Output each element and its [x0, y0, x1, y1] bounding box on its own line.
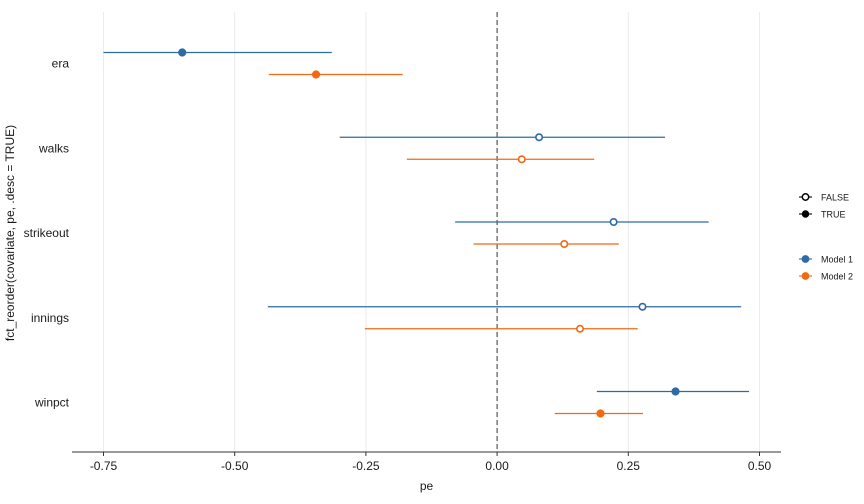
y-tick-label: walks [38, 141, 69, 155]
legend-label: Model 1 [821, 255, 853, 265]
y-axis-title: fct_reorder(covariate, pe, .desc = TRUE) [3, 125, 17, 341]
legend-label: TRUE [821, 210, 846, 220]
estimate-point [178, 48, 187, 57]
estimate-point [560, 240, 569, 249]
estimate-point [638, 302, 647, 311]
estimate-point [671, 387, 680, 396]
y-tick-label: innings [31, 311, 69, 325]
estimate-point [596, 409, 605, 418]
legend-key-symbol [801, 272, 810, 280]
y-tick-label: strikeout [24, 226, 70, 240]
axis-layer: -0.75 -0.50 -0.25 0.00 0.25 0.50 era walks strik… [24, 57, 781, 473]
x-tick-label: 0.00 [485, 459, 509, 473]
x-tick-label: 0.50 [748, 459, 772, 473]
legend-key-symbol [801, 255, 810, 263]
legend-key-symbol [801, 193, 810, 201]
estimate-point [535, 133, 544, 142]
x-tick-label: 0.25 [617, 459, 641, 473]
legend-label: FALSE [821, 193, 849, 203]
x-tick-label: -0.25 [352, 459, 380, 473]
x-tick-label: -0.50 [221, 459, 249, 473]
series-layer [103, 48, 750, 418]
y-tick-label: winpct [34, 396, 70, 410]
legend-label: Model 2 [821, 272, 853, 282]
legend-layer: FALSE TRUE Model 1 Model 2 [799, 193, 853, 282]
estimate-point [517, 155, 526, 164]
estimate-point [609, 218, 618, 227]
x-axis-title: pe [420, 479, 434, 493]
grid-layer [103, 12, 760, 452]
estimate-point [576, 324, 585, 333]
x-tick-label: -0.75 [90, 459, 118, 473]
y-tick-label: era [52, 57, 70, 71]
estimate-point [311, 70, 321, 79]
legend-key-symbol [801, 210, 810, 218]
